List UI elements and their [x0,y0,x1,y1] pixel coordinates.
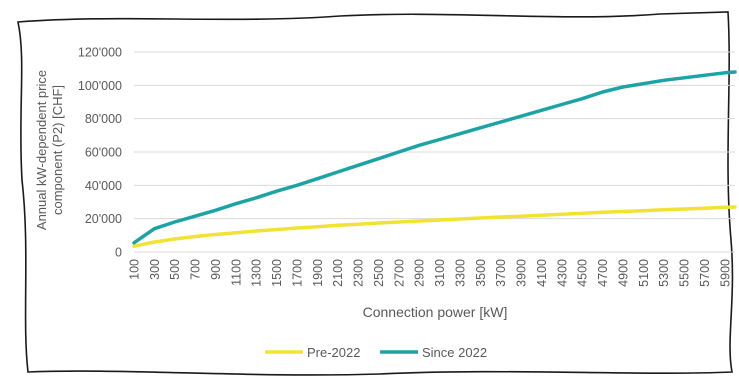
x-tick-label: 3900 [515,259,529,287]
x-tick-label: 1100 [229,259,243,286]
x-tick-label: 300 [148,259,162,280]
y-axis-title: Annual kW-dependent price component (P2)… [34,70,65,230]
x-tick-label: 500 [168,259,182,280]
gridlines [134,51,735,253]
x-tick-label: 1900 [311,259,325,287]
x-tick-label: 2500 [372,259,386,287]
x-tick-label: 1500 [270,259,284,287]
x-axis-title: Connection power [kW] [363,304,508,320]
x-tick-label: 4700 [596,259,610,287]
y-tick-label: 20'000 [85,212,122,226]
x-tick-label: 3100 [433,259,447,287]
x-tick-label: 900 [209,259,223,280]
y-tick-label: 40'000 [85,179,122,193]
y-axis-title-line-1: Annual kW-dependent price [34,70,49,230]
x-tick-label: 4900 [616,259,630,287]
x-tick-label: 3500 [474,259,488,287]
series-line [132,205,737,248]
x-tick-label: 5300 [657,259,671,287]
x-tick-label: 5500 [678,259,692,287]
y-tick-label: 100'000 [78,79,122,93]
y-axis-ticks: 0 20'000 40'000 60'000 80'000 100'000 120'000 [78,46,122,260]
sketch-border [17,11,734,376]
legend-label: Pre-2022 [307,345,360,360]
x-tick-label: 4500 [576,259,590,287]
x-tick-label: 2300 [352,259,366,287]
series-lines [132,70,737,248]
y-tick-label: 0 [115,246,122,260]
x-tick-label: 3700 [494,259,508,287]
x-tick-label: 2900 [413,259,427,287]
legend: Pre-2022 Since 2022 [265,345,487,360]
y-axis-title-line-2: component (P2) [CHF] [50,85,65,215]
x-tick-label: 2100 [331,259,345,287]
x-tick-label: 5900 [718,259,732,287]
y-tick-label: 60'000 [85,146,122,160]
x-tick-label: 1300 [250,259,264,287]
x-tick-label: 4300 [555,259,569,287]
legend-label: Since 2022 [422,345,487,360]
x-tick-label: 3300 [453,259,467,287]
x-tick-label: 2700 [392,259,406,287]
series-line [132,70,737,245]
x-tick-label: 5100 [637,259,651,287]
x-tick-label: 700 [189,259,203,280]
x-tick-label: 1700 [290,259,304,287]
x-tick-label: 5700 [698,259,712,287]
x-tick-label: 100 [128,259,142,280]
y-tick-label: 120'000 [78,46,122,60]
x-tick-label: 4100 [535,259,549,287]
y-tick-label: 80'000 [85,112,122,126]
x-axis-ticks: 100 300 500 700 900 1100 1300 1500 1700 1900 2100 2… [128,259,733,287]
